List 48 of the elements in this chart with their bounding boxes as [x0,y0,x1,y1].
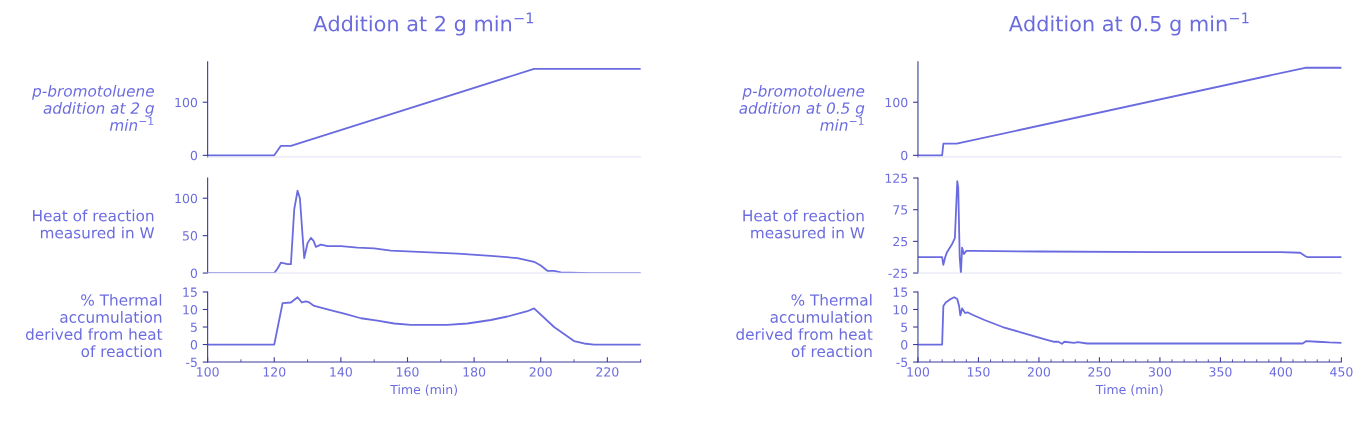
x-tick-label: 300 [1148,367,1172,377]
line-series [917,296,1342,346]
y-tick-label: 75 [893,205,908,215]
y-tick-label: 100 [885,97,908,108]
y-tick-label: -5 [896,357,908,367]
y-tick-label: 0 [190,268,198,278]
line-series [207,296,641,346]
x-tick-label: 400 [1269,367,1293,377]
x-tick-label: 160 [396,367,419,377]
y-tick-label: 100 [175,193,198,204]
x-tick-label: 140 [330,367,352,377]
x-tick-label: 250 [1088,367,1111,377]
y-axis-title: % Thermal accumulation derived from heat of reaction [25,293,163,358]
y-tick-label: 50 [182,231,198,241]
y-axis-title: Heat of reaction measured in W [743,209,865,239]
x-tick-label: 450 [1330,367,1353,377]
y-axis-title: Heat of reaction measured in W [33,209,155,239]
y-axis-title: % Thermal accumulation derived from heat of reaction [736,293,873,358]
x-tick-label: 180 [463,367,486,377]
x-tick-label: 120 [263,367,286,377]
y-axis-title: p-bromotoluene addition at 0.5 g min$^{−1}$ [739,84,865,131]
x-tick-label: 200 [529,367,552,377]
y-tick-label: 0 [901,340,908,350]
y-tick-label: 15 [183,287,197,297]
y-tick-label: -5 [186,357,197,367]
y-tick-label: 125 [885,173,908,183]
chart-title: Addition at 2 g min$^{−1}$ [313,12,534,36]
x-tick-label: 220 [596,367,619,377]
x-axis-title: Time (min) [1095,384,1163,396]
y-tick-label: 0 [901,150,908,161]
y-tick-label: 5 [901,322,908,332]
x-tick-label: 350 [1209,367,1232,377]
x-tick-label: 200 [1027,367,1051,377]
y-tick-label: 10 [893,304,908,315]
y-tick-label: 0 [190,340,198,350]
y-tick-label: 15 [893,287,908,297]
chart-title: Addition at 0.5 g min$^{−1}$ [1008,12,1249,36]
x-tick-label: 100 [197,367,219,377]
y-axis-title: p-bromotoluene addition at 2 g min$^{−1}$ [32,84,155,131]
y-tick-label: 100 [175,97,198,108]
x-tick-label: 150 [967,367,990,377]
y-tick-label: -25 [888,268,908,278]
x-axis-title: Time (min) [390,384,458,396]
line-series [917,180,1342,274]
y-tick-label: 5 [190,322,197,332]
y-tick-label: 25 [893,236,908,247]
y-tick-label: 10 [183,304,198,315]
y-tick-label: 0 [190,150,198,161]
